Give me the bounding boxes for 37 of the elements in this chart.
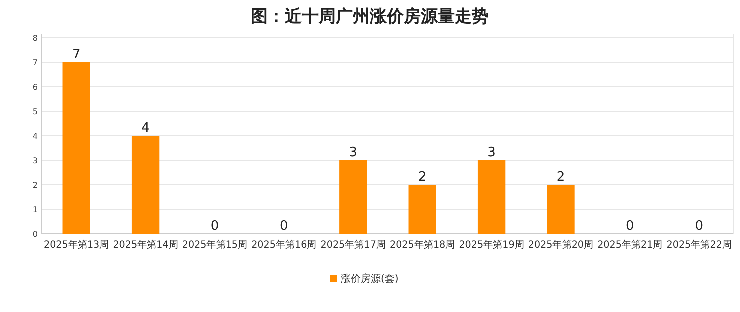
data-label: 7 — [72, 48, 81, 62]
bar — [132, 136, 160, 234]
x-tick-label: 2025年第14周 — [113, 239, 182, 251]
bar — [62, 62, 90, 234]
data-label: 0 — [280, 219, 288, 234]
x-tick-label: 2025年第20周 — [528, 239, 597, 251]
bar — [478, 160, 506, 234]
y-tick-label: 1 — [32, 206, 38, 214]
data-label: 0 — [210, 219, 220, 234]
data-label: 2 — [556, 170, 566, 185]
x-tick-label: 2025年第15周 — [182, 239, 251, 251]
y-tick-label: 2 — [32, 181, 38, 190]
x-tick-label: 2025年第19周 — [459, 239, 528, 251]
y-tick-label: 8 — [32, 34, 38, 43]
y-tick-label: 4 — [32, 132, 38, 141]
x-tick-label: 2025年第17周 — [320, 239, 389, 251]
data-label: 3 — [349, 146, 358, 160]
x-tick-label: 2025年第16周 — [252, 239, 320, 251]
data-label: 2 — [418, 170, 427, 185]
x-tick-label: 2025年第18周 — [390, 239, 458, 251]
y-tick-label: 6 — [32, 83, 38, 92]
bar — [547, 185, 575, 234]
data-label: 4 — [142, 121, 150, 136]
bar — [408, 185, 436, 234]
y-tick-label: 0 — [32, 230, 38, 239]
y-tick-label: 3 — [32, 156, 38, 166]
chart-title: 图：近十周广州涨价房源量走势 — [251, 7, 489, 27]
x-tick-label: 2025年第22周 — [666, 239, 735, 251]
data-label: 3 — [488, 146, 496, 160]
legend-label: 涨价房源(套) — [341, 273, 399, 285]
x-tick-label: 2025年第13周 — [44, 239, 112, 251]
x-tick-label: 2025年第21周 — [598, 239, 666, 251]
y-tick-label: 7 — [32, 58, 38, 68]
data-label: 0 — [695, 219, 704, 234]
bar — [340, 160, 368, 234]
data-label: 0 — [626, 219, 634, 234]
y-tick-label: 5 — [32, 108, 38, 116]
